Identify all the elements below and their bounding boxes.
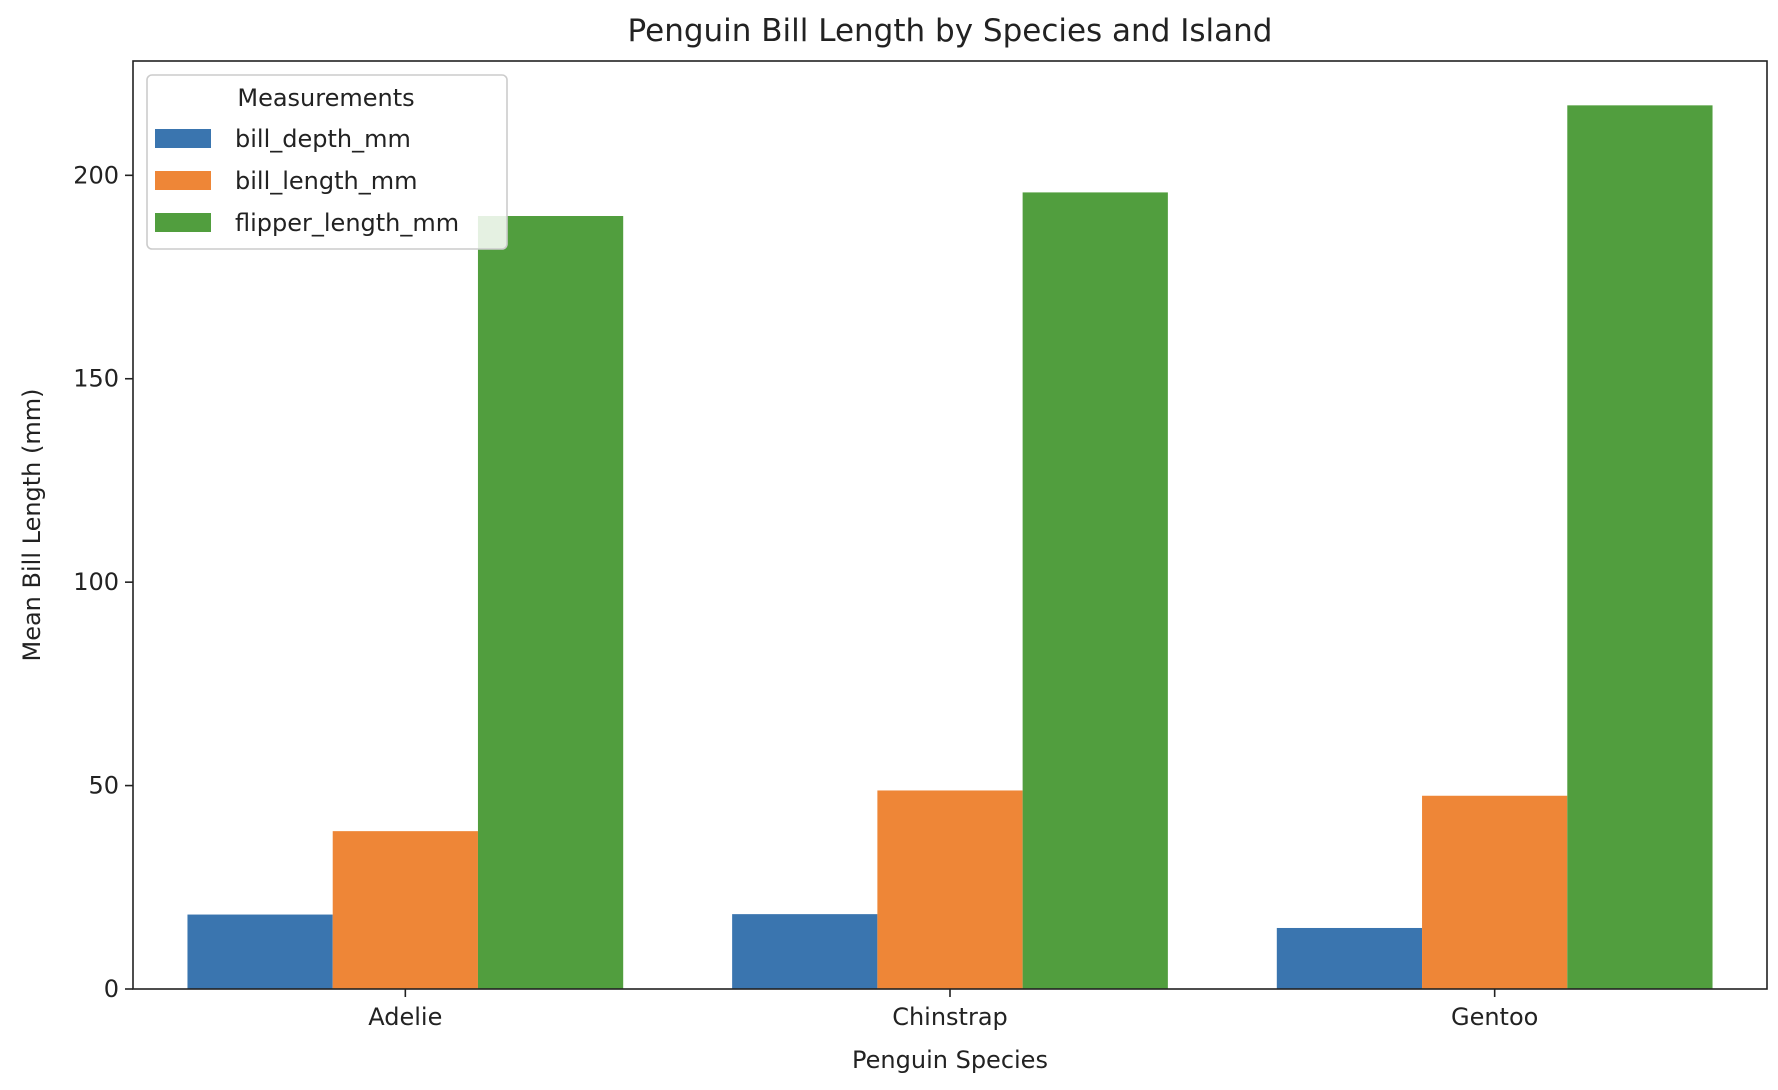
legend: Measurements bill_depth_mm bill_length_mmf…: [146, 74, 508, 250]
bar-flipper_length_mm-gentoo: [1567, 105, 1713, 989]
x-axis-title: Penguin Species: [852, 1046, 1048, 1074]
x-tick-label: Adelie: [368, 1003, 442, 1031]
bar-bill_depth_mm-adelie: [187, 914, 333, 989]
x-tick-label: Gentoo: [1451, 1003, 1538, 1031]
legend-box: [146, 74, 508, 250]
y-tick-label: 150: [73, 365, 119, 393]
legend-title: Measurements: [237, 84, 414, 112]
y-tick-label: 200: [73, 161, 119, 189]
y-tick-label: 0: [104, 975, 119, 1003]
bar-bill_length_mm-gentoo: [1422, 795, 1568, 989]
bar-bill_depth_mm-gentoo: [1276, 927, 1423, 989]
legend-swatch-bill_length_mm: [155, 171, 211, 190]
chart-title: Penguin Bill Length by Species and Islan…: [628, 13, 1273, 49]
y-tick-label: 100: [73, 568, 119, 596]
bar-flipper_length_mm-chinstrap: [1022, 192, 1168, 989]
bar-flipper_length_mm-adelie: [477, 216, 624, 989]
y-tick-label: 50: [88, 772, 119, 800]
legend-swatch-flipper_length_mm: [155, 213, 211, 232]
x-axis: Adelie Chinstrap Gentoo: [368, 989, 1538, 1031]
bar-bill_depth_mm-chinstrap: [732, 914, 878, 989]
legend-swatch-bill_depth_mm: [155, 129, 211, 148]
legend-label-bill_depth_mm: bill_depth_mm: [235, 125, 411, 153]
bar-bill_length_mm-chinstrap: [877, 790, 1023, 989]
y-axis-title: Mean Bill Length (mm): [18, 388, 46, 661]
x-tick-label: Chinstrap: [892, 1003, 1008, 1031]
bars: [187, 105, 1713, 989]
legend-label-bill_length_mm: bill_length_mm: [235, 167, 418, 195]
bar-bill_length_mm-adelie: [332, 831, 478, 989]
legend-label-flipper_length_mm: flipper_length_mm: [235, 209, 459, 237]
y-axis: 0 50 100 150 200: [73, 161, 133, 1003]
